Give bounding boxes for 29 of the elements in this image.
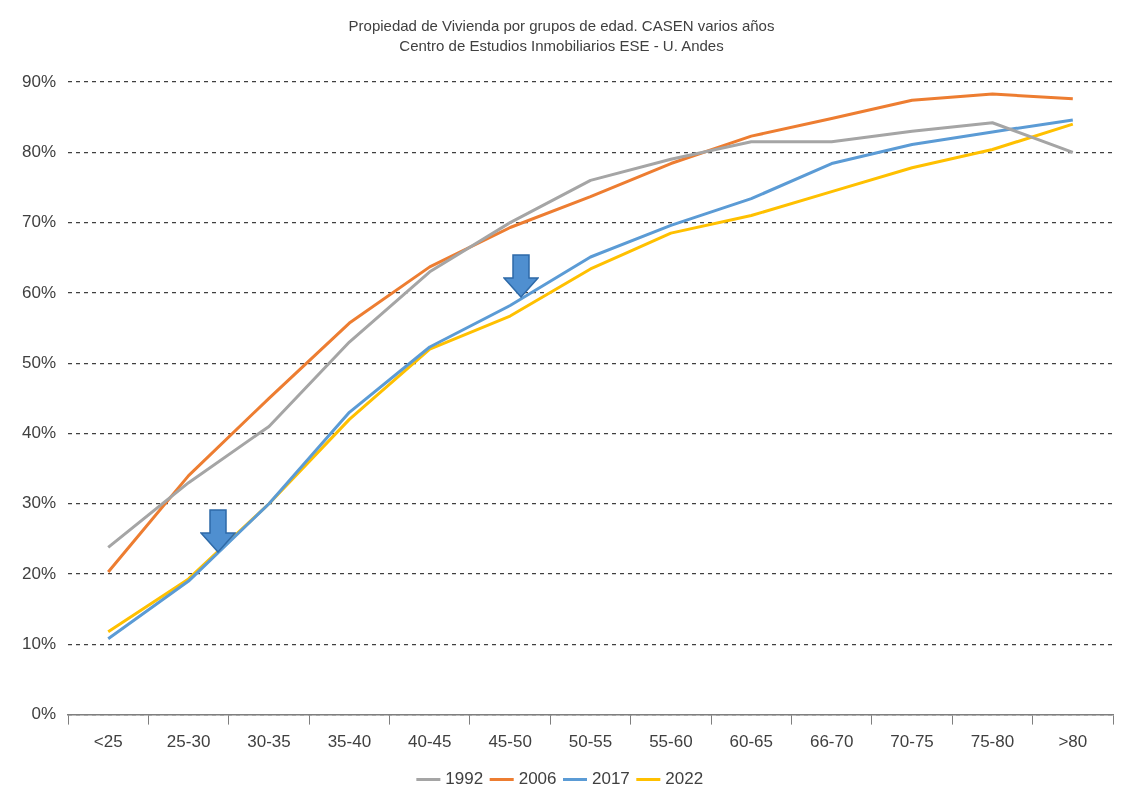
x-tick-label: <25	[93, 732, 123, 752]
x-tick-label: 40-45	[408, 732, 452, 752]
x-tick-label: 55-60	[649, 732, 693, 752]
y-tick-label: 40%	[21, 423, 57, 443]
legend-label: 2022	[665, 769, 704, 789]
x-tick-label: 35-40	[327, 732, 372, 752]
x-tick-label: 66-70	[809, 732, 854, 752]
x-tick-label: >80	[1058, 732, 1088, 752]
y-tick-label: 70%	[21, 212, 57, 232]
x-tick-label: 45-50	[488, 732, 532, 752]
x-tick-label: 30-35	[247, 732, 291, 752]
x-tick-label: 60-65	[729, 732, 774, 752]
x-tick-label: 75-80	[970, 732, 1015, 752]
chart-title: Propiedad de Vivienda por grupos de edad. CASEN varios años	[348, 17, 775, 35]
x-tick-label: 50-55	[568, 732, 613, 752]
y-tick-label: 10%	[21, 634, 57, 653]
legend-label: 2017	[592, 769, 630, 789]
legend-label: 2006	[518, 769, 557, 789]
y-tick-label: 80%	[21, 141, 57, 161]
chart-subtitle: Centro de Estudios Inmobiliarios ESE - U. Andes	[399, 37, 724, 55]
legend-label: 1992	[445, 769, 484, 789]
y-tick-label: 20%	[21, 563, 57, 583]
x-tick-label: 70-75	[890, 732, 934, 752]
y-tick-label: 90%	[21, 71, 57, 91]
y-tick-label: 50%	[21, 352, 57, 372]
y-tick-label: 0%	[31, 704, 57, 724]
x-tick-label: 25-30	[166, 732, 211, 752]
y-tick-label: 30%	[21, 493, 57, 513]
y-tick-label: 60%	[21, 282, 57, 302]
